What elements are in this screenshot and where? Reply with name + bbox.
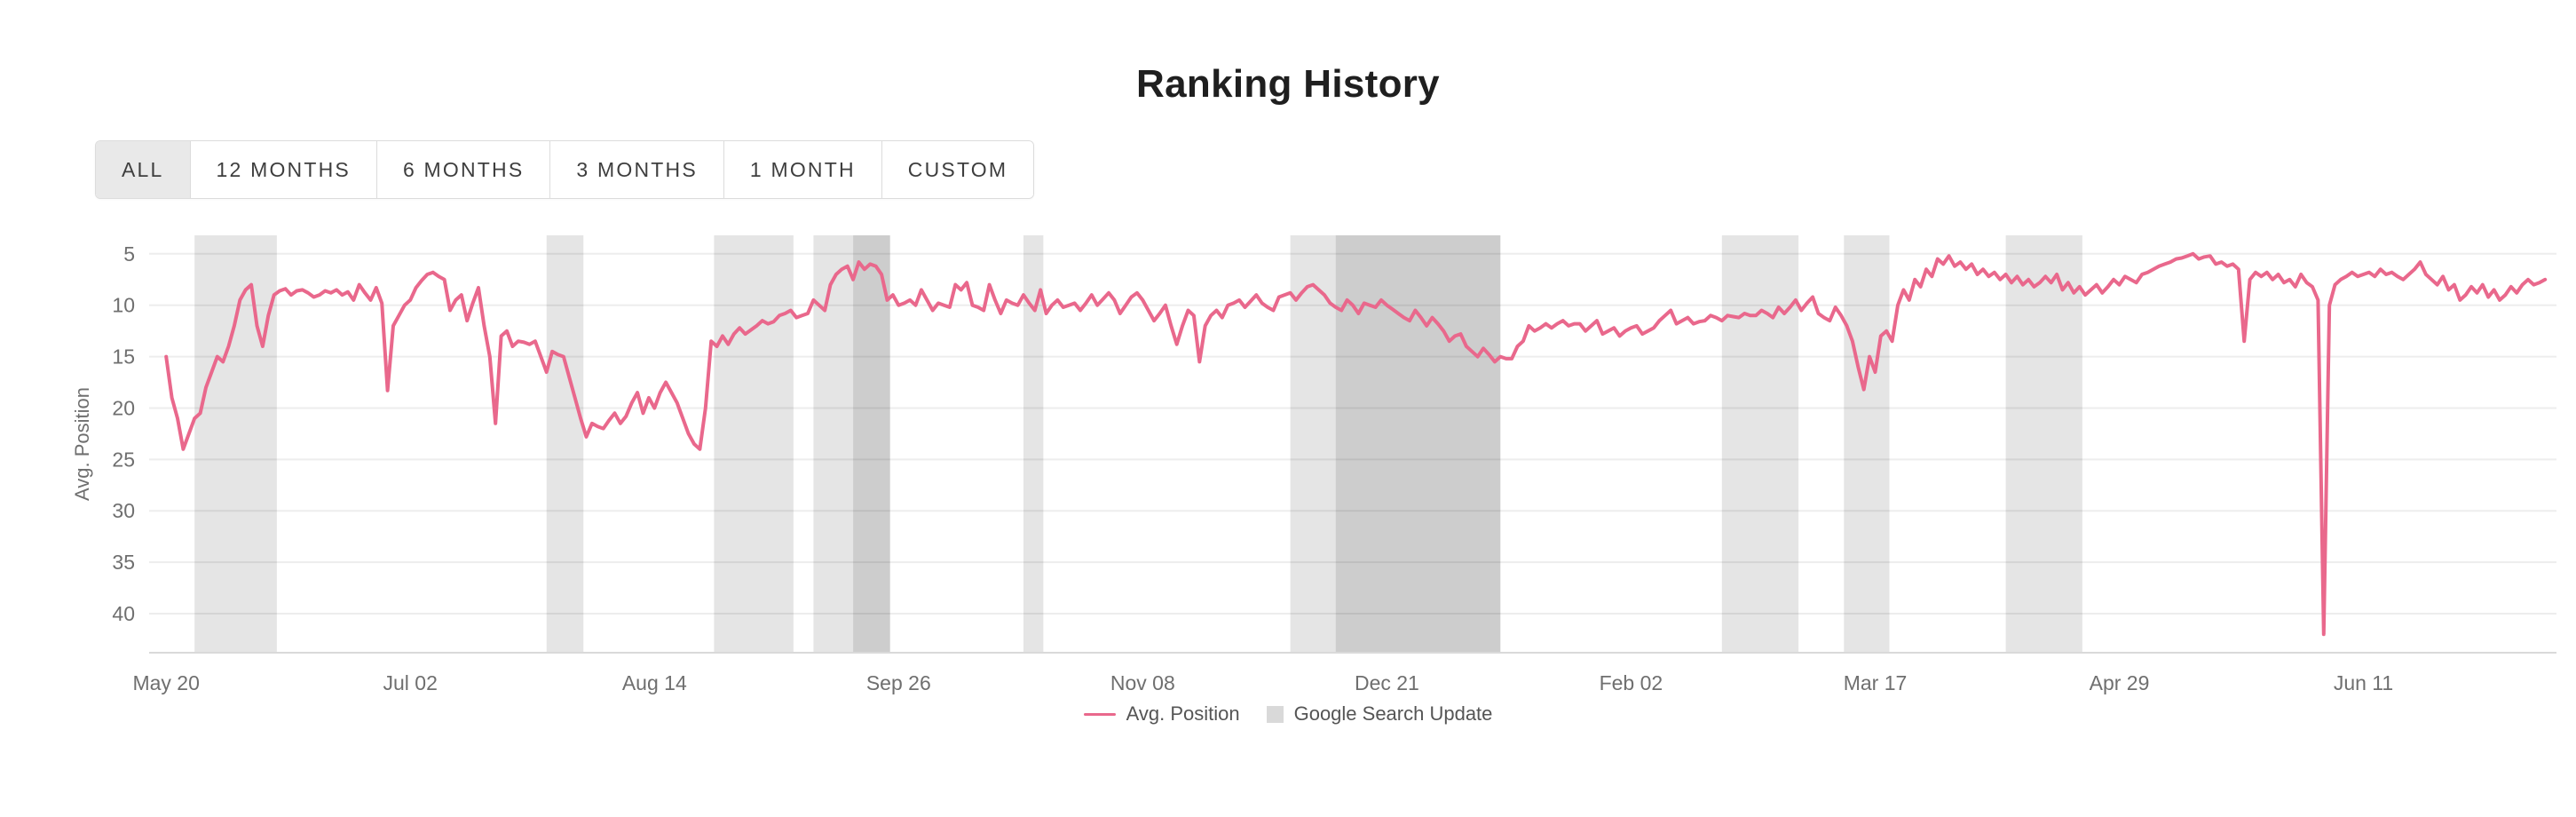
y-axis-title: Avg. Position [71, 387, 93, 501]
range-button-custom[interactable]: CUSTOM [881, 141, 1034, 198]
svg-text:40: 40 [112, 602, 135, 625]
svg-text:Sep 26: Sep 26 [866, 671, 931, 694]
date-range-selector: ALL 12 MONTHS 6 MONTHS 3 MONTHS 1 MONTH CUSTO… [95, 140, 1035, 199]
legend-item-google-search-update[interactable]: Google Search Update [1266, 702, 1493, 726]
x-axis-labels: May 20 Jul 02 Aug 14 Sep 26 Nov 08 Dec 21 Feb … [132, 671, 2393, 694]
y-axis-labels: 5 10 15 20 25 30 35 40 [112, 242, 135, 625]
range-button-6-months[interactable]: 6 MONTHS [376, 141, 551, 198]
chart-canvas[interactable]: 5 10 15 20 25 30 35 40 May 20 Jul 02 Aug 14 Sep 26 N… [0, 213, 2576, 697]
svg-text:20: 20 [112, 397, 135, 420]
svg-text:35: 35 [112, 551, 135, 574]
avg-position-line[interactable] [164, 251, 2548, 637]
svg-text:Apr 29: Apr 29 [2090, 671, 2150, 694]
legend-label: Google Search Update [1293, 702, 1493, 725]
svg-text:25: 25 [112, 448, 135, 471]
svg-text:Aug 14: Aug 14 [622, 671, 687, 694]
svg-text:Jun 11: Jun 11 [2334, 671, 2393, 694]
svg-text:5: 5 [123, 242, 135, 266]
svg-text:15: 15 [112, 345, 135, 369]
legend-item-avg-position[interactable]: Avg. Position [1083, 702, 1240, 726]
svg-text:Jul 02: Jul 02 [383, 671, 438, 694]
svg-text:May 20: May 20 [132, 671, 199, 694]
svg-text:30: 30 [112, 499, 135, 522]
ranking-history-chart[interactable]: 5 10 15 20 25 30 35 40 May 20 Jul 02 Aug 14 Sep 26 N… [0, 213, 2576, 697]
google-search-update-bands [194, 235, 2082, 653]
range-button-3-months[interactable]: 3 MONTHS [550, 141, 724, 198]
legend-line-swatch [1083, 712, 1116, 716]
svg-text:Mar 17: Mar 17 [1844, 671, 1908, 694]
page-title: Ranking History [1136, 62, 1440, 106]
legend-box-swatch [1266, 705, 1284, 723]
svg-text:Dec 21: Dec 21 [1355, 671, 1419, 694]
svg-text:10: 10 [112, 294, 135, 317]
range-button-1-month[interactable]: 1 MONTH [723, 141, 882, 198]
svg-text:Nov 08: Nov 08 [1110, 671, 1175, 694]
range-button-all[interactable]: ALL [96, 141, 191, 198]
legend-label: Avg. Position [1126, 702, 1240, 725]
svg-text:Feb 02: Feb 02 [1600, 671, 1663, 694]
range-button-12-months[interactable]: 12 MONTHS [190, 141, 377, 198]
ranking-history-panel: Ranking History ALL 12 MONTHS 6 MONTHS 3 MO… [0, 62, 2576, 726]
chart-legend: Avg. Position Google Search Update [0, 702, 2576, 726]
